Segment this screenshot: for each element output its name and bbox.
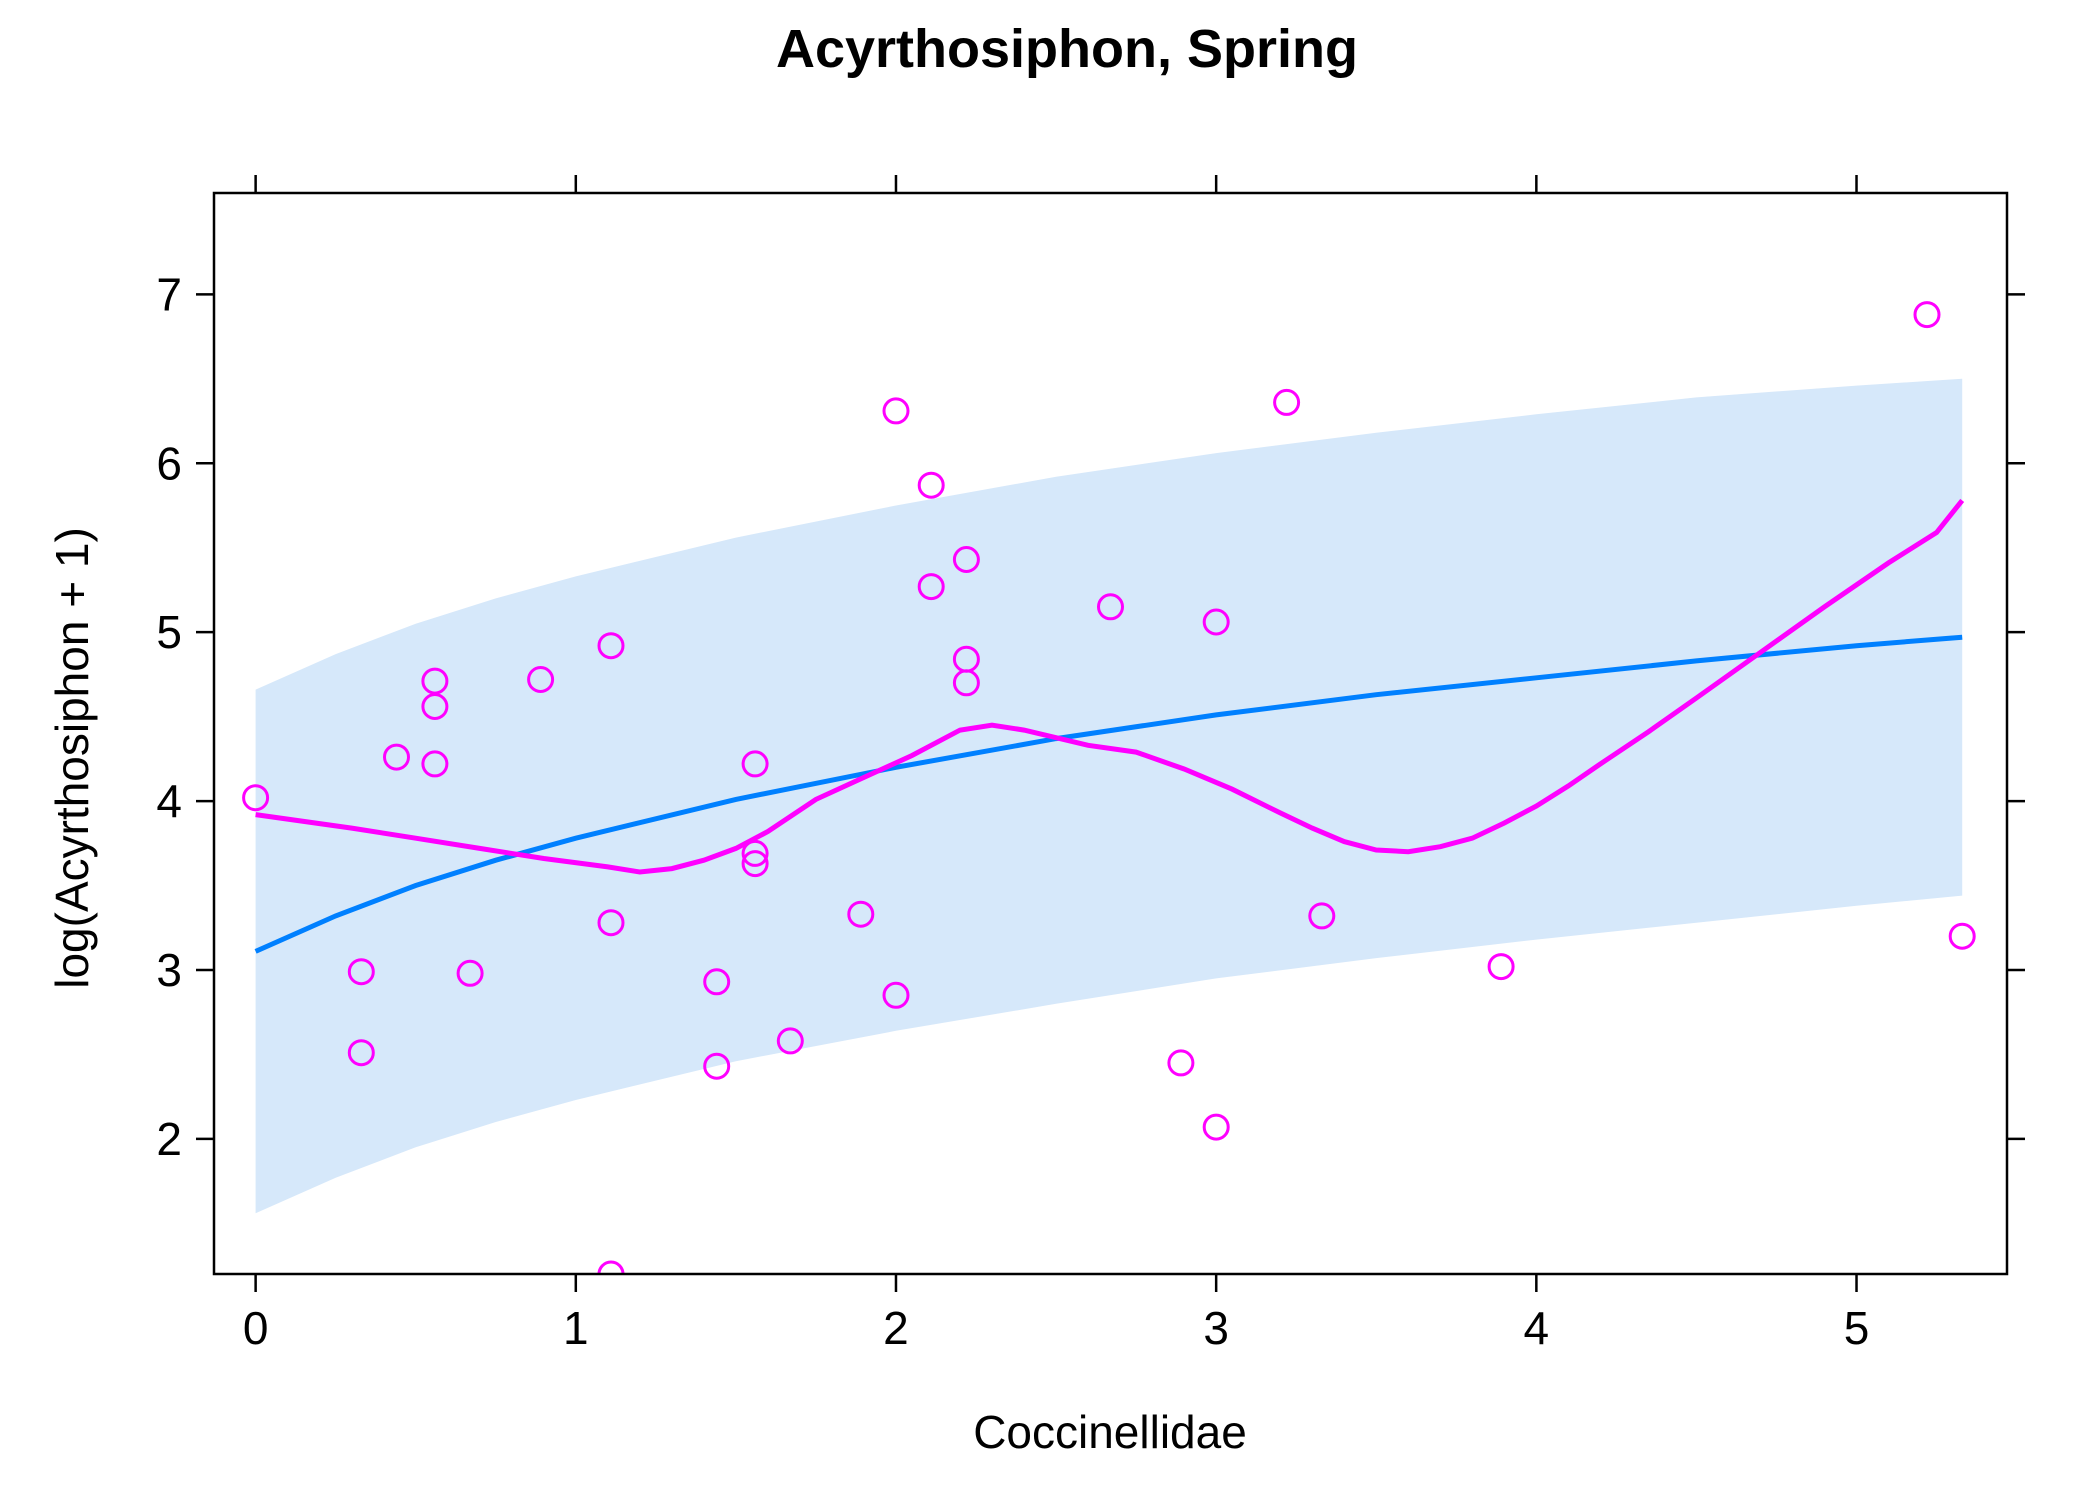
data-point bbox=[741, 839, 769, 867]
data-point bbox=[456, 959, 484, 987]
chart-title: Acyrthosiphon, Spring bbox=[776, 19, 1358, 79]
data-point bbox=[597, 1260, 625, 1274]
data-point bbox=[882, 981, 910, 1009]
x-tick-label: 3 bbox=[1203, 1302, 1229, 1354]
data-point bbox=[1167, 1049, 1195, 1077]
plot-area: 0 1 2 3 4 5 2 3 4 5 6 7 bbox=[156, 175, 2025, 1354]
smoother-line bbox=[255, 498, 1965, 875]
data-point bbox=[1948, 922, 1976, 950]
y-tick-label: 7 bbox=[156, 268, 182, 320]
data-point bbox=[1308, 902, 1336, 930]
data-point bbox=[1273, 388, 1301, 416]
data-point bbox=[1202, 1113, 1230, 1141]
x-tick-label: 4 bbox=[1524, 1302, 1550, 1354]
x-tick-label: 0 bbox=[243, 1302, 269, 1354]
data-point bbox=[347, 1039, 375, 1067]
data-point bbox=[597, 909, 625, 937]
y-tick-label: 6 bbox=[156, 437, 182, 489]
x-axis-label: Coccinellidae bbox=[973, 1406, 1247, 1458]
data-point bbox=[847, 900, 875, 928]
fit-line bbox=[254, 634, 1963, 954]
y-axis-label: log(Acyrthosiphon + 1) bbox=[46, 527, 98, 989]
data-point bbox=[383, 743, 410, 771]
data-point bbox=[421, 750, 449, 778]
y-tick-label: 5 bbox=[156, 606, 182, 658]
data-point bbox=[882, 397, 910, 425]
data-point bbox=[347, 958, 375, 986]
data-point bbox=[421, 693, 449, 720]
data-point bbox=[741, 750, 769, 778]
data-point bbox=[776, 1027, 804, 1055]
y-tick-label: 2 bbox=[156, 1113, 182, 1165]
data-point bbox=[242, 784, 270, 812]
data-point bbox=[917, 573, 945, 601]
plot-clip-group bbox=[242, 301, 1976, 1274]
data-point bbox=[703, 1052, 731, 1080]
data-point bbox=[1487, 953, 1515, 981]
data-point bbox=[1913, 301, 1941, 329]
x-tick-label: 1 bbox=[563, 1302, 589, 1354]
data-point bbox=[703, 968, 731, 996]
y-tick-label: 4 bbox=[156, 775, 182, 827]
confidence-band bbox=[255, 378, 1963, 1214]
data-point bbox=[917, 471, 945, 499]
y-tick-label: 3 bbox=[156, 944, 182, 996]
data-point bbox=[952, 669, 980, 697]
data-point bbox=[527, 666, 555, 693]
plot-frame bbox=[212, 191, 2009, 1276]
data-point bbox=[741, 850, 769, 878]
data-point bbox=[952, 546, 980, 573]
data-point bbox=[597, 632, 625, 660]
x-tick-label: 5 bbox=[1844, 1302, 1870, 1354]
data-point bbox=[1097, 593, 1124, 621]
data-point bbox=[1202, 608, 1230, 636]
x-tick-label: 2 bbox=[883, 1302, 909, 1354]
